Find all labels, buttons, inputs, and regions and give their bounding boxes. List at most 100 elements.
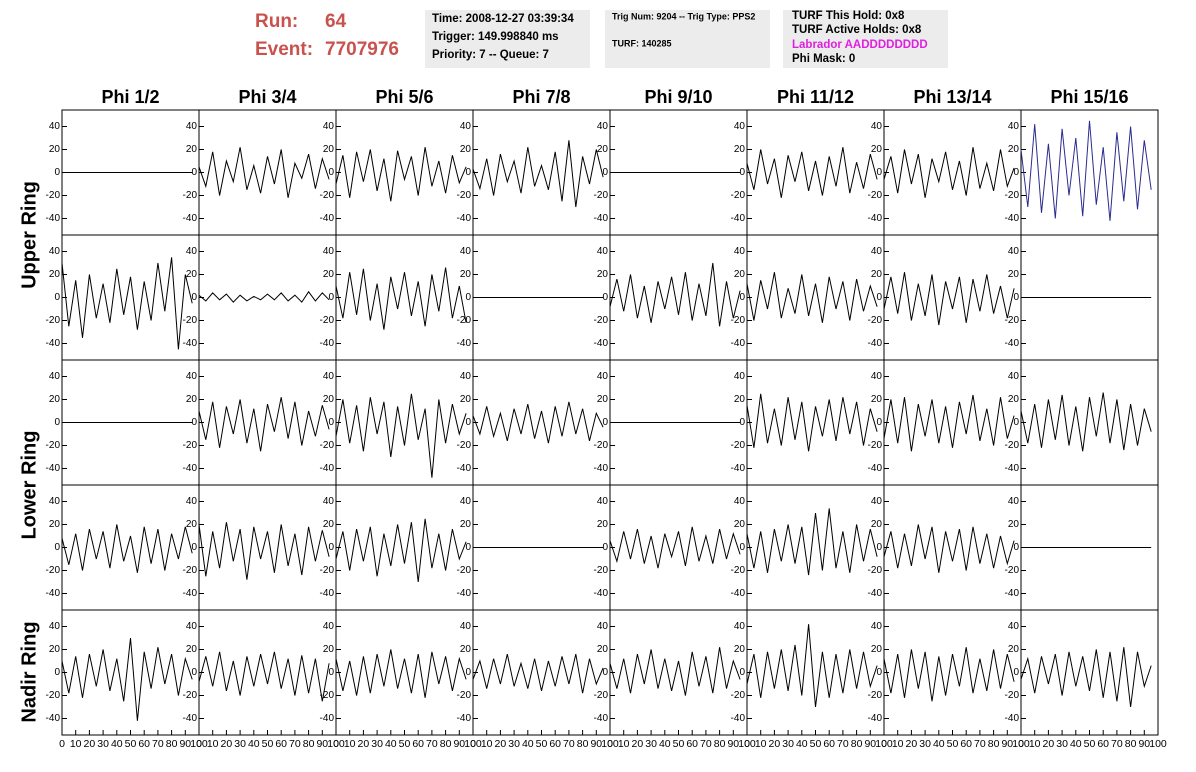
- y-tick-label: 0: [602, 417, 608, 428]
- y-tick-label: 40: [460, 246, 472, 257]
- panel-frame: [883, 359, 1022, 486]
- x-tick-label: 0: [881, 738, 887, 750]
- y-tick-label: 0: [191, 667, 197, 678]
- x-tick-label: 20: [358, 738, 370, 750]
- x-tick-label: 10: [344, 738, 356, 750]
- y-tick-label: 0: [1013, 667, 1019, 678]
- panel-frame: [746, 359, 885, 486]
- y-tick-label: -20: [1005, 690, 1020, 701]
- panel-frame: [198, 359, 337, 486]
- event-number: 7707976: [325, 39, 399, 60]
- y-tick-label: -40: [46, 713, 61, 724]
- x-tick-label: 50: [125, 738, 137, 750]
- y-tick-label: -40: [868, 213, 883, 224]
- y-tick-label: -20: [183, 315, 198, 326]
- y-tick-label: 20: [871, 269, 883, 280]
- trig-line: TURF: 140285: [612, 38, 672, 48]
- waveform: [746, 147, 878, 198]
- waveform: [472, 401, 604, 444]
- y-tick-label: -40: [731, 713, 746, 724]
- waveform: [883, 524, 1015, 573]
- y-tick-label: -20: [320, 690, 335, 701]
- y-tick-label: 40: [871, 121, 883, 132]
- y-tick-label: -20: [457, 565, 472, 576]
- panel-frame: [472, 359, 611, 486]
- y-tick-label: 20: [460, 644, 472, 655]
- panel-frame: [609, 609, 748, 736]
- y-tick-label: -40: [594, 713, 609, 724]
- y-tick-label: 40: [323, 621, 335, 632]
- y-tick-label: 20: [597, 644, 609, 655]
- panel-frame: [335, 109, 474, 236]
- y-tick-label: -40: [731, 213, 746, 224]
- y-tick-label: -20: [457, 190, 472, 201]
- y-tick-label: 0: [876, 667, 882, 678]
- x-tick-label: 30: [508, 738, 520, 750]
- ring-label: Upper Ring: [18, 181, 40, 289]
- y-tick-label: 20: [871, 144, 883, 155]
- y-tick-label: -40: [1005, 338, 1020, 349]
- y-tick-label: -40: [46, 463, 61, 474]
- y-tick-label: -20: [320, 315, 335, 326]
- panel-frame: [198, 484, 337, 611]
- x-tick-label: 50: [810, 738, 822, 750]
- y-tick-label: -20: [320, 440, 335, 451]
- waveform: [883, 394, 1015, 452]
- column-title: Phi 3/4: [238, 87, 296, 107]
- y-tick-label: 0: [602, 167, 608, 178]
- y-tick-label: 0: [328, 417, 334, 428]
- x-tick-label: 10: [892, 738, 904, 750]
- waveform: [61, 524, 193, 573]
- y-tick-label: 20: [49, 644, 61, 655]
- x-tick-label: 80: [714, 738, 726, 750]
- y-tick-label: -40: [594, 588, 609, 599]
- x-tick-label: 0: [607, 738, 613, 750]
- y-tick-label: 0: [328, 542, 334, 553]
- panel-frame: [883, 109, 1022, 236]
- x-tick-label: 60: [138, 738, 150, 750]
- y-tick-label: -40: [46, 338, 61, 349]
- waveform: [472, 140, 604, 208]
- y-tick-label: 20: [460, 144, 472, 155]
- y-tick-label: 40: [460, 496, 472, 507]
- panel-frame: [609, 234, 748, 361]
- x-tick-label: 100: [875, 738, 893, 750]
- panel-frame: [746, 484, 885, 611]
- y-tick-label: -20: [868, 690, 883, 701]
- x-tick-label: 20: [1043, 738, 1055, 750]
- y-tick-label: 40: [871, 496, 883, 507]
- panel-frame: [335, 484, 474, 611]
- x-tick-label: 40: [385, 738, 397, 750]
- y-tick-label: 0: [876, 542, 882, 553]
- y-tick-label: 0: [191, 292, 197, 303]
- y-tick-label: -20: [320, 565, 335, 576]
- y-tick-label: -20: [183, 690, 198, 701]
- x-tick-label: 40: [1070, 738, 1082, 750]
- y-tick-label: 40: [597, 496, 609, 507]
- y-tick-label: 20: [186, 144, 198, 155]
- x-tick-label: 30: [1056, 738, 1068, 750]
- y-tick-label: -20: [320, 190, 335, 201]
- waveform: [746, 393, 878, 452]
- y-tick-label: 0: [739, 542, 745, 553]
- y-tick-label: 20: [597, 394, 609, 405]
- waveform: [198, 290, 330, 303]
- x-tick-label: 70: [289, 738, 301, 750]
- y-tick-label: 0: [1013, 292, 1019, 303]
- waveform: [883, 272, 1015, 326]
- turf-line: TURF Active Holds: 0x8: [792, 24, 922, 36]
- panel-frame: [1020, 109, 1159, 236]
- y-tick-label: 0: [465, 667, 471, 678]
- x-tick-label: 20: [632, 738, 644, 750]
- x-tick-label: 80: [851, 738, 863, 750]
- column-title: Phi 7/8: [512, 87, 570, 107]
- x-tick-label: 60: [1097, 738, 1109, 750]
- y-tick-label: -20: [868, 190, 883, 201]
- y-tick-label: -20: [457, 440, 472, 451]
- panel-frame: [198, 234, 337, 361]
- panel-frame: [883, 609, 1022, 736]
- column-title: Phi 1/2: [101, 87, 159, 107]
- y-tick-label: 0: [739, 292, 745, 303]
- y-tick-label: -40: [1005, 713, 1020, 724]
- y-tick-label: 40: [186, 121, 198, 132]
